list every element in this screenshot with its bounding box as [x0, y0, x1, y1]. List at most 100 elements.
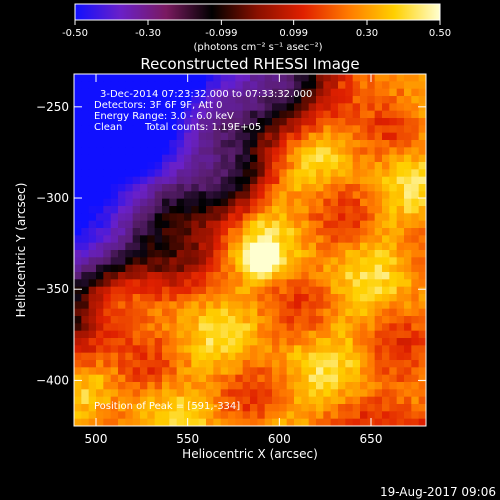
heatmap-cell [323, 132, 332, 141]
heatmap-cell [140, 257, 148, 266]
heatmap-cell [184, 103, 192, 112]
heatmap-cell [345, 264, 354, 273]
heatmap-cell [88, 389, 97, 398]
heatmap-cell [147, 308, 156, 317]
heatmap-cell [367, 191, 376, 200]
heatmap-cell [404, 184, 412, 192]
heatmap-cell [191, 140, 200, 148]
heatmap-cell [389, 162, 398, 170]
heatmap-cell [279, 191, 288, 200]
heatmap-cell [96, 264, 104, 273]
heatmap-cell [352, 272, 361, 280]
heatmap-cell [169, 250, 178, 258]
heatmap-cell [360, 279, 368, 288]
heatmap-cell [286, 132, 295, 141]
heatmap-cell [176, 316, 185, 324]
heatmap-cell [191, 169, 200, 178]
heatmap-cell [316, 360, 324, 368]
heatmap-cell [250, 360, 258, 368]
heatmap-cell [110, 418, 119, 427]
heatmap-cell [118, 74, 126, 82]
heatmap-cell [323, 250, 332, 258]
heatmap-cell [206, 132, 214, 141]
heatmap-cell [308, 206, 317, 214]
heatmap-cell [367, 250, 376, 258]
heatmap-cell [184, 389, 192, 398]
heatmap-cell [250, 132, 258, 141]
heatmap-cell [198, 206, 207, 214]
heatmap-cell [404, 198, 412, 207]
heatmap-cell [228, 396, 236, 405]
heatmap-cell [316, 110, 324, 119]
heatmap-cell [213, 338, 222, 346]
heatmap-cell [308, 125, 317, 134]
heatmap-cell [206, 220, 214, 229]
heatmap-cell [382, 382, 390, 390]
heatmap-cell [154, 191, 163, 200]
heatmap-cell [220, 323, 229, 332]
heatmap-cell [264, 220, 273, 229]
heatmap-cell [272, 154, 280, 163]
heatmap-cell [404, 96, 412, 104]
heatmap-cell [154, 404, 163, 412]
heatmap-cell [176, 81, 185, 90]
heatmap-cell [367, 103, 376, 112]
heatmap-cell [286, 228, 295, 236]
heatmap-cell [389, 338, 398, 346]
heatmap-cell [125, 220, 134, 229]
heatmap-cell [316, 147, 324, 156]
heatmap-cell [316, 257, 324, 266]
heatmap-cell [147, 140, 156, 148]
heatmap-cell [118, 103, 126, 112]
heatmap-cell [257, 389, 266, 398]
heatmap-cell [125, 250, 134, 258]
heatmap-cell [147, 250, 156, 258]
heatmap-cell [147, 404, 156, 412]
heatmap-cell [367, 213, 376, 222]
heatmap-cell [176, 184, 185, 192]
heatmap-cell [154, 330, 163, 339]
heatmap-cell [132, 213, 141, 222]
heatmap-cell [132, 118, 141, 126]
heatmap-cell [279, 345, 288, 354]
heatmap-cell [198, 257, 207, 266]
heatmap-cell [74, 279, 82, 288]
heatmap-cell [286, 279, 295, 288]
heatmap-cell [294, 228, 302, 236]
heatmap-cell [206, 191, 214, 200]
heatmap-cell [352, 250, 361, 258]
heatmap-cell [235, 110, 244, 119]
heatmap-cell [411, 125, 420, 134]
heatmap-cell [242, 404, 251, 412]
heatmap-cell [132, 184, 141, 192]
heatmap-cell [125, 206, 134, 214]
heatmap-cell [162, 228, 170, 236]
heatmap-cell [323, 88, 332, 97]
heatmap-cell [272, 191, 280, 200]
heatmap-cell [316, 264, 324, 273]
heatmap-cell [338, 338, 346, 346]
heatmap-cell [404, 74, 412, 82]
heatmap-cell [110, 330, 119, 339]
heatmap-cell [250, 367, 258, 376]
heatmap-cell [198, 140, 207, 148]
heatmap-cell [404, 308, 412, 317]
heatmap-cell [411, 96, 420, 104]
heatmap-cell [162, 110, 170, 119]
heatmap-cell [411, 81, 420, 90]
heatmap-cell [96, 323, 104, 332]
heatmap-cell [286, 374, 295, 383]
heatmap-cell [374, 162, 383, 170]
heatmap-cell [132, 125, 141, 134]
heatmap-cell [360, 352, 368, 361]
heatmap-cell [308, 294, 317, 302]
heatmap-cell [308, 352, 317, 361]
heatmap-cell [382, 169, 390, 178]
heatmap-cell [330, 81, 339, 90]
heatmap-cell [118, 228, 126, 236]
heatmap-cell [176, 264, 185, 273]
heatmap-cell [382, 330, 390, 339]
heatmap-cell [169, 411, 178, 420]
heatmap-cell [367, 330, 376, 339]
heatmap-cell [74, 176, 82, 185]
